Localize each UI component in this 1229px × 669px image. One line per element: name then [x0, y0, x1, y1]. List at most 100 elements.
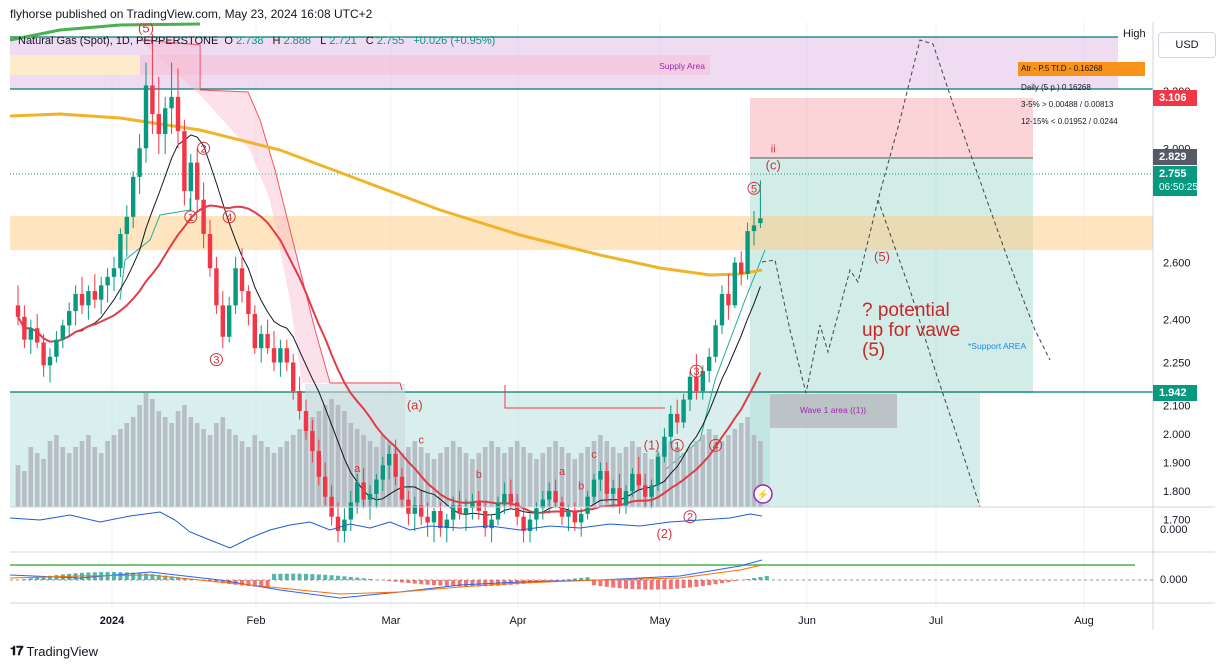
volume-bar: [610, 447, 616, 507]
oscillator-panes: [9, 511, 1153, 599]
candle-body: [451, 505, 456, 520]
candle-body: [649, 485, 654, 497]
candle-body: [547, 491, 552, 500]
volume-bar: [290, 435, 296, 507]
wave-label: 3: [213, 355, 219, 367]
volume-bar: [553, 441, 558, 507]
macd-hist-bar: [246, 580, 251, 587]
daily-atr-text: Daily (5 p.) 0.16268: [1021, 83, 1091, 92]
candle-body: [739, 262, 744, 274]
volume-bar: [246, 447, 251, 507]
volume-bar: [450, 441, 456, 507]
volume-bar: [60, 447, 66, 507]
close-value: 2.755: [376, 35, 405, 47]
x-tick-label: May: [650, 615, 671, 627]
macd-hist-bar: [316, 574, 321, 580]
wave-label: 4: [713, 440, 719, 452]
macd-hist-bar: [387, 580, 392, 582]
macd-hist-bar: [304, 573, 308, 580]
candle-body: [502, 493, 507, 503]
wave-circle: [209, 353, 223, 367]
wave-circle: [222, 210, 236, 224]
x-tick-label: Aug: [1074, 615, 1094, 627]
candle-body: [662, 436, 667, 457]
candle-body: [284, 348, 289, 363]
y-tick-label: 2.400: [1163, 315, 1191, 327]
volume-bar: [719, 441, 725, 507]
macd-hist-bar: [342, 576, 347, 580]
candle-body: [105, 276, 110, 286]
candle-body: [207, 233, 213, 269]
candle-body: [687, 376, 693, 400]
candle-body: [143, 85, 149, 149]
y-tick-label: 1.700: [1163, 515, 1191, 527]
candle-body: [303, 411, 309, 432]
volume-bar: [694, 441, 699, 507]
macd-hist-bar: [553, 580, 558, 581]
macd-hist-bar: [438, 580, 443, 586]
supertrend-red: [139, 39, 403, 391]
currency-button[interactable]: USD: [1158, 32, 1216, 58]
volume-bar: [220, 417, 226, 507]
candle-body: [707, 356, 712, 372]
price-box-current: 2.755 06:50:25: [1153, 166, 1198, 196]
candle-body: [515, 502, 520, 517]
high-value: 2.888: [283, 35, 312, 47]
volume-bar: [169, 423, 174, 507]
macd-hist-bar: [48, 575, 52, 580]
volume-bar: [207, 435, 213, 507]
macd-hist-bar: [118, 572, 123, 580]
supertrend-fill: [140, 40, 330, 383]
wave-circle: [683, 510, 697, 524]
candle-body: [252, 313, 257, 349]
symbol-name[interactable]: Natural Gas (Spot), 1D, PEPPERSTONE: [18, 35, 219, 47]
wave-label: (5): [138, 20, 154, 35]
macd-hist-bar: [265, 580, 270, 588]
supply-area-left: [10, 55, 140, 75]
volume-bar: [118, 429, 123, 507]
volume-bar: [546, 447, 552, 507]
macd-hist-bar: [579, 577, 584, 580]
macd-hist-bar: [41, 576, 46, 580]
candle-body: [559, 502, 565, 517]
volume-bar: [578, 453, 584, 507]
volume-bar: [143, 393, 149, 507]
volume-bar: [585, 447, 590, 507]
candle-body: [79, 293, 85, 306]
candle-body: [681, 399, 686, 423]
macd-hist-bar: [566, 579, 571, 580]
candle-body: [751, 225, 757, 232]
macd-hist-bar: [137, 573, 142, 580]
projection-up-path: [761, 39, 1051, 394]
volume-bar: [489, 441, 494, 507]
potential-text-1: ? potential: [862, 300, 950, 321]
candle-body: [668, 413, 673, 437]
candle-body: [732, 262, 737, 306]
candle-body: [54, 339, 59, 357]
candle-body: [438, 511, 443, 529]
wave-label: c: [591, 449, 597, 461]
candle-body: [393, 453, 398, 477]
wave1-box: [770, 394, 897, 428]
macd-hist-bar: [278, 573, 283, 580]
candle-body: [131, 176, 136, 217]
x-tick-label: Jul: [929, 615, 943, 627]
brand-footer[interactable]: 𝟏𝟕 TradingView: [10, 643, 98, 659]
candle-body: [713, 325, 718, 357]
candle-body: [444, 519, 449, 529]
candle-body: [591, 479, 597, 497]
candle-body: [489, 519, 494, 529]
projection-paths: [761, 39, 1051, 508]
range-row-2: 12-15% < 0.01952 / 0.0244: [1021, 117, 1118, 126]
volume-bar: [34, 453, 40, 507]
y-tick-label: 1.900: [1163, 457, 1191, 469]
candle-body: [470, 502, 475, 509]
publish-header: flyhorse published on TradingView.com, M…: [10, 7, 373, 21]
volume-bar: [54, 435, 59, 507]
candlesticks: [15, 34, 763, 543]
volume-bar: [470, 459, 475, 507]
candle-body: [86, 291, 91, 306]
macd-hist-bar: [630, 580, 635, 590]
wave-label: 3: [693, 366, 699, 378]
